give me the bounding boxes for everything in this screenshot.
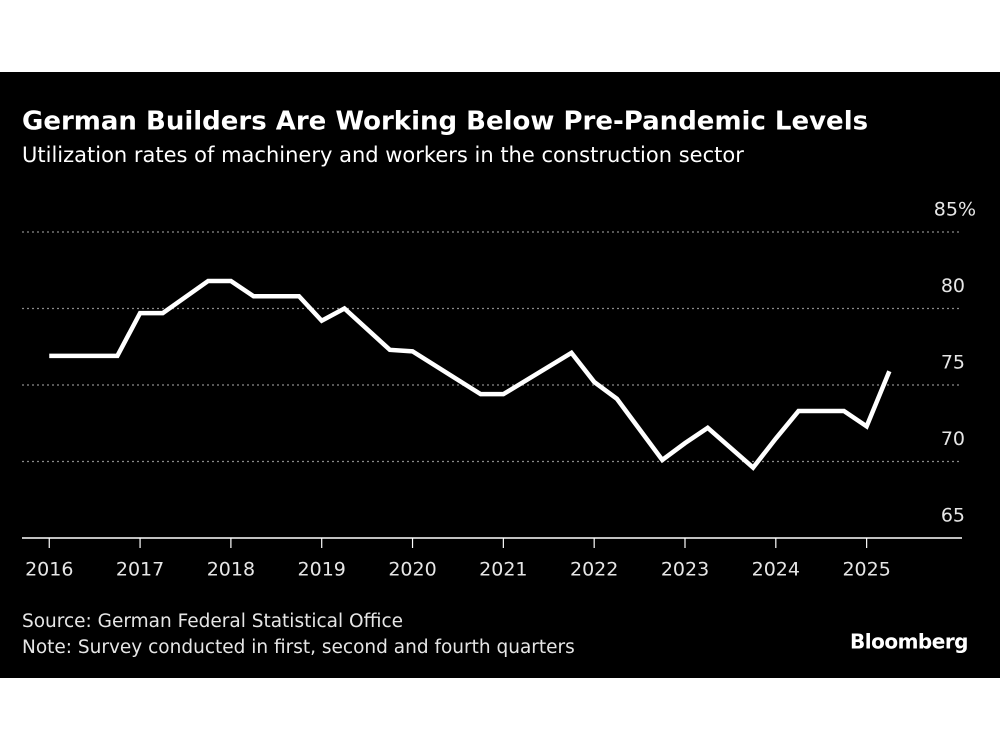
y-tick-label: 85% [934,199,976,221]
y-tick-label: 80 [941,275,965,297]
note: Note: Survey conducted in first, second … [22,637,575,658]
x-tick-label: 2018 [207,559,255,581]
y-tick-label: 75 [941,352,965,374]
panel [0,72,1000,678]
y-tick-label: 65 [941,505,965,527]
source: Source: German Federal Statistical Offic… [22,611,403,632]
x-tick-label: 2019 [298,559,346,581]
chart-title: German Builders Are Working Below Pre-Pa… [22,107,868,137]
x-tick-label: 2023 [661,559,709,581]
x-tick-label: 2025 [842,559,890,581]
y-tick-label: 70 [941,428,965,450]
x-tick-label: 2021 [479,559,527,581]
x-tick-label: 2024 [752,559,800,581]
x-tick-label: 2017 [116,559,164,581]
chart-subtitle: Utilization rates of machinery and worke… [22,143,744,167]
x-tick-label: 2020 [388,559,436,581]
x-tick-label: 2022 [570,559,618,581]
line [49,278,892,471]
brand: Bloomberg [850,630,968,654]
x-tick-label: 2016 [25,559,73,581]
